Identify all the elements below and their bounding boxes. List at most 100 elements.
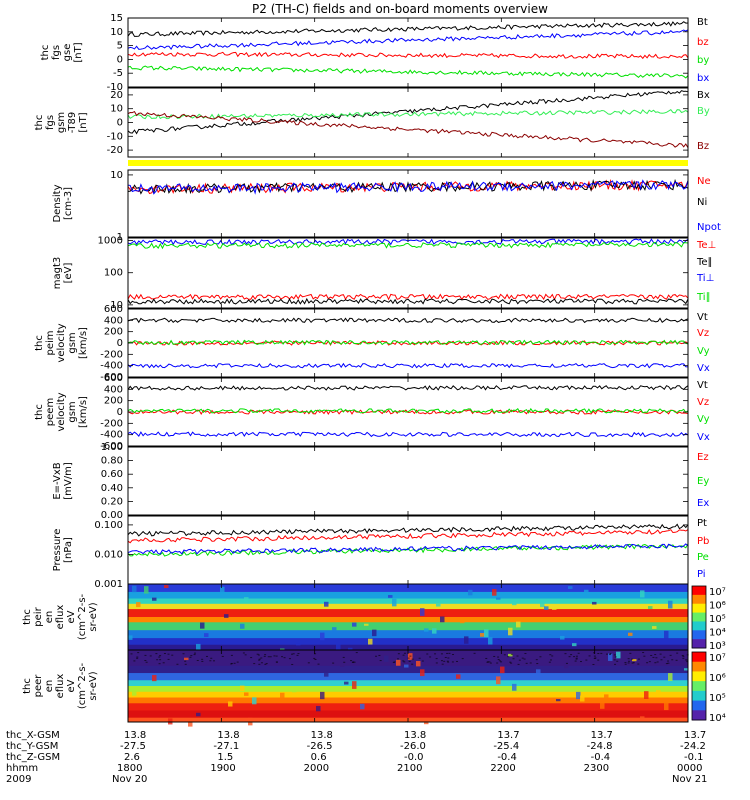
legend-Vy: Vy <box>697 414 710 425</box>
spectrogram-cell <box>516 621 521 628</box>
y-tick-label: 600 <box>104 373 123 384</box>
xaxis-y-gsm: -26.0 <box>400 741 426 752</box>
spectrogram-cell <box>224 614 229 618</box>
legend-Te∥: Te∥ <box>696 257 713 268</box>
legend-by: by <box>697 55 709 66</box>
spectrogram-cell <box>292 689 297 693</box>
colorbar-tick-label: 10⁵ <box>709 614 726 625</box>
y-axis-label: fgs <box>45 115 56 130</box>
y-axis-label: [mV/m] <box>63 462 74 500</box>
spectrogram-cell <box>496 676 501 685</box>
spectrogram-noise <box>685 659 688 661</box>
spectrogram-cell <box>508 627 513 636</box>
xaxis-x-gsm: 13.8 <box>124 730 146 741</box>
spectrogram-cell <box>168 718 173 725</box>
spectrogram-noise <box>577 652 580 654</box>
spectrogram-noise <box>671 659 674 661</box>
y-axis-label: peir <box>33 606 44 626</box>
spectrogram-noise <box>548 661 551 663</box>
legend-bz: bz <box>697 37 709 48</box>
spectrogram-cell <box>196 643 201 650</box>
spectrogram-noise <box>130 653 133 655</box>
spectrogram-cell <box>144 586 149 594</box>
spectrogram-noise <box>230 654 233 656</box>
spectrogram-cell <box>664 702 669 711</box>
spectrogram-cell <box>200 622 205 629</box>
spectrogram-cell <box>500 666 505 674</box>
spectrogram-noise <box>407 657 410 659</box>
spectrogram-cell <box>468 589 473 596</box>
spectrogram-noise <box>375 655 378 657</box>
y-axis-label: [eV] <box>63 263 74 284</box>
spectrogram-noise <box>681 654 684 656</box>
y-tick-label: 0 <box>117 338 123 349</box>
spectrogram-cell <box>576 610 581 616</box>
spectrogram-noise <box>686 659 689 661</box>
spectrogram-cell <box>572 643 577 647</box>
spectrogram-cell <box>392 598 397 607</box>
y-tick-label: 0.100 <box>94 520 123 531</box>
spectrogram-cell <box>684 668 689 671</box>
spectrogram-noise <box>201 658 204 660</box>
spectrogram-cell <box>220 586 225 593</box>
spectrogram-cell <box>196 712 201 717</box>
spectrogram-noise <box>196 659 199 661</box>
spectrogram-noise <box>585 659 588 661</box>
spectrogram-noise <box>403 652 406 654</box>
spectrogram-noise <box>149 655 152 657</box>
spectrogram-cell <box>540 603 545 607</box>
spectrogram-cell <box>560 635 565 640</box>
spectrogram-noise <box>524 652 527 654</box>
y-tick-label: 0 <box>117 54 123 65</box>
spectrogram-noise <box>637 658 640 660</box>
spectrogram-cell <box>424 628 429 632</box>
spectrogram-noise <box>292 653 295 655</box>
y-tick-label: 100 <box>104 268 123 279</box>
series-line-Pb <box>127 529 689 544</box>
spectrogram-cell <box>416 660 421 667</box>
spectrogram-cell <box>368 638 373 645</box>
spectrogram-noise <box>392 661 395 663</box>
y-axis-label: (cm^2-s- <box>77 593 88 640</box>
spectrogram-noise <box>411 663 414 665</box>
y-tick-label: 1 <box>117 232 123 243</box>
colorbar-segment <box>692 690 706 702</box>
spectrogram-noise <box>517 663 520 665</box>
spectrogram-cell <box>656 690 661 695</box>
spectrogram-noise <box>429 656 432 658</box>
spectrogram-cell <box>600 701 605 709</box>
spectrogram-noise <box>257 654 260 656</box>
legend-Ne: Ne <box>697 176 711 187</box>
spectrogram-noise <box>574 660 577 662</box>
spectrogram-noise <box>627 660 630 662</box>
spectrogram-noise <box>447 661 450 663</box>
spectrogram-noise <box>355 652 358 654</box>
spectrogram-noise <box>145 661 148 663</box>
spectrogram-cell <box>464 636 469 644</box>
spectrogram-cell <box>364 623 369 626</box>
spectrogram-noise <box>523 658 526 660</box>
y-tick-label: 600 <box>104 304 123 315</box>
spectrogram-noise <box>159 655 162 657</box>
series-line-Ti∥ <box>127 241 689 250</box>
spectrogram-cell <box>584 589 589 593</box>
y-axis-label: thc <box>22 609 33 625</box>
xaxis-x-gsm: 13.7 <box>591 730 613 741</box>
xaxis-y-gsm: -24.2 <box>680 741 706 752</box>
xaxis-date: Nov 20 <box>112 774 147 785</box>
spectrogram-noise <box>512 658 515 660</box>
y-axis-label: fgs <box>51 45 62 60</box>
spectrogram-noise <box>655 657 658 659</box>
spectrogram-noise <box>575 655 578 657</box>
y-axis-label: E=-VxB <box>52 462 63 499</box>
y-axis-label: gsm <box>56 112 67 133</box>
colorbar-tick-label: 10⁷ <box>709 587 726 598</box>
spectrogram-noise <box>646 662 649 664</box>
y-tick-label: -20 <box>107 145 123 156</box>
xaxis-row-label: thc_Y-GSM <box>6 741 58 752</box>
spectrogram-noise <box>588 655 591 657</box>
y-tick-label: -600 <box>100 441 123 452</box>
figure-title: P2 (TH-C) fields and on-board moments ov… <box>252 2 548 16</box>
y-axis-label: peim <box>45 330 56 355</box>
